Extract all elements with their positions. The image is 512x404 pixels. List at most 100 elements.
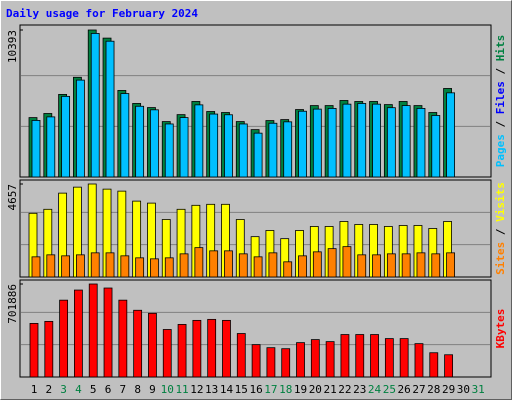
bar (224, 250, 233, 278)
x-tick-label: 1 (31, 383, 38, 396)
bar (355, 334, 365, 378)
x-tick-label: 6 (105, 383, 112, 396)
legend: Pages / Files / Hits (494, 35, 507, 168)
x-tick-label: 26 (398, 383, 411, 396)
bar (118, 299, 128, 378)
bar (162, 329, 172, 378)
bar (179, 117, 189, 178)
x-tick-label: 21 (324, 383, 337, 396)
bar (61, 95, 71, 178)
x-tick-label: 4 (75, 383, 82, 396)
bar (416, 252, 426, 278)
x-tick-label: 3 (60, 383, 67, 396)
x-tick-label: 31 (472, 383, 485, 396)
bar (340, 334, 350, 378)
bar (238, 253, 248, 278)
bar (357, 103, 367, 178)
bar (29, 323, 39, 378)
x-tick-label: 11 (175, 383, 188, 396)
bar (386, 107, 396, 178)
bar (135, 257, 145, 278)
bar (46, 116, 56, 178)
x-tick-label: 5 (90, 383, 97, 396)
bar (416, 108, 426, 178)
bar (446, 92, 455, 178)
bar (384, 338, 394, 378)
bar (298, 255, 307, 278)
bar (179, 253, 189, 278)
bar (44, 320, 54, 378)
bar (372, 103, 381, 178)
bar (150, 258, 159, 278)
bar (164, 123, 174, 178)
bar (120, 255, 130, 278)
legend-entry: / (494, 222, 507, 242)
y-tick-label: 701886 (6, 284, 19, 324)
bar (327, 108, 337, 178)
bar (209, 113, 219, 178)
bar (296, 342, 305, 378)
bar (310, 339, 320, 378)
bar (103, 287, 113, 378)
bar (224, 114, 233, 178)
bar (90, 252, 100, 278)
bar (59, 299, 69, 378)
bar (283, 261, 293, 278)
bar (31, 256, 41, 278)
bar (401, 253, 411, 278)
bar (120, 93, 130, 178)
x-tick-label: 7 (120, 383, 127, 396)
x-tick-label: 14 (220, 383, 234, 396)
x-tick-label: 12 (190, 383, 203, 396)
bar (251, 344, 261, 378)
x-tick-label: 28 (427, 383, 440, 396)
bar (105, 252, 115, 278)
bar (31, 120, 41, 178)
x-tick-label: 24 (368, 383, 382, 396)
x-tick-label: 25 (383, 383, 396, 396)
bar (431, 115, 441, 178)
legend-entry: Visits (494, 182, 507, 222)
x-tick-label: 2 (45, 383, 52, 396)
bar (238, 123, 248, 178)
bar (312, 108, 322, 178)
x-tick-label: 10 (161, 383, 174, 396)
bar (266, 347, 276, 378)
bar (88, 283, 98, 378)
bar (192, 319, 202, 378)
bar (253, 256, 263, 278)
legend-entry: KBytes (494, 309, 507, 349)
bar (105, 40, 115, 178)
bar (342, 246, 352, 278)
legend-entry: Sites (494, 242, 507, 275)
bar (222, 319, 231, 378)
bar (399, 338, 409, 378)
x-tick-label: 17 (264, 383, 277, 396)
bar (194, 104, 204, 178)
x-tick-label: 19 (294, 383, 307, 396)
bar (429, 352, 439, 378)
bar (370, 334, 379, 378)
bar (177, 324, 187, 378)
bar (431, 253, 441, 278)
bar (150, 109, 159, 178)
x-tick-label: 16 (249, 383, 262, 396)
bar (342, 103, 352, 178)
bar (386, 253, 396, 278)
bar (372, 254, 381, 278)
bar (133, 309, 143, 378)
bar (74, 289, 83, 378)
bar (268, 252, 278, 278)
bar (283, 121, 293, 178)
x-tick-label: 13 (205, 383, 218, 396)
x-tick-label: 15 (235, 383, 248, 396)
x-tick-label: 23 (353, 383, 366, 396)
bar (444, 354, 453, 378)
bar (401, 105, 411, 178)
bar (298, 110, 307, 178)
bar (164, 257, 174, 278)
bar (327, 248, 337, 278)
chart-title: Daily usage for February 2024 (6, 7, 198, 20)
bar (194, 247, 204, 278)
